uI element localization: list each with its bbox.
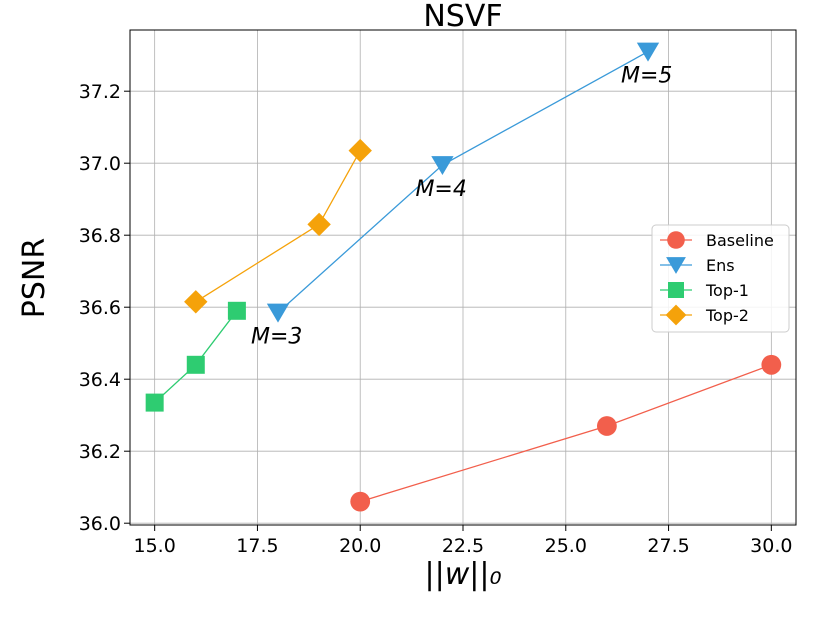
legend-label: Baseline: [706, 231, 774, 250]
data-point-ens: [266, 303, 290, 323]
data-point-ens: [431, 156, 454, 176]
x-tick-label: 22.5: [442, 535, 484, 557]
y-tick-label: 37.2: [79, 81, 121, 103]
legend-entry-top-2: Top-2: [660, 304, 749, 326]
series-line-top-2: [195, 150, 361, 303]
data-point-top-1: [145, 393, 164, 412]
legend-marker: [666, 257, 686, 274]
data-point-top-2: [184, 290, 208, 314]
chart-title: NSVF: [423, 0, 502, 34]
series-baseline: [350, 354, 782, 512]
legend-marker: [667, 231, 685, 249]
y-tick-label: 36.4: [79, 369, 121, 391]
legend-entry-top-1: Top-1: [660, 281, 749, 300]
data-point-baseline: [596, 416, 617, 436]
series-top-1: [145, 301, 246, 412]
y-axis-label: PSNR: [17, 238, 52, 318]
legend-marker: [668, 282, 684, 298]
data-point-baseline: [350, 491, 371, 512]
legend-box: [651, 224, 790, 333]
data-point-top-2: [348, 138, 372, 163]
legend-label: Top-1: [705, 281, 749, 300]
annotation-label: M=5: [621, 64, 672, 89]
data-point-top-1: [227, 301, 246, 320]
y-tick-label: 36.8: [79, 225, 121, 247]
x-tick-label: 30.0: [750, 535, 792, 557]
x-tick-label: 25.0: [545, 535, 587, 557]
x-tick-label: 15.0: [134, 535, 176, 557]
data-point-top-1: [186, 355, 205, 374]
y-tick-label: 36.2: [79, 441, 121, 463]
legend-label: Top-2: [705, 306, 749, 325]
legend-entry-baseline: Baseline: [660, 231, 774, 250]
annotation-label: M=4: [415, 177, 466, 202]
legend-entry-ens: Ens: [660, 256, 735, 275]
y-tick-label: 37.0: [79, 153, 121, 175]
series-layer: M=3 M=4 M=5: [145, 42, 782, 512]
x-tick-label: 20.0: [339, 535, 381, 557]
annotation-label: M=3: [251, 325, 302, 350]
series-ens: [266, 42, 660, 323]
y-tick-label: 36.0: [79, 513, 121, 535]
y-tick-label: 36.6: [79, 297, 121, 319]
legend-label: Ens: [706, 256, 735, 275]
x-tick-label: 17.5: [236, 535, 278, 557]
axes: 15.0 17.5 20.0 22.5 25.0 27.5 30.0 36.0 36.2 36.4…: [79, 81, 793, 557]
data-point-top-2: [307, 212, 331, 237]
x-tick-label: 27.5: [647, 535, 689, 557]
data-point-baseline: [761, 354, 782, 375]
legend-marker: [665, 304, 687, 326]
legend: Baseline Ens Top-1 Top-2: [651, 224, 790, 333]
series-top-2: [184, 138, 372, 314]
data-point-ens: [636, 42, 660, 62]
x-axis-label: ||w||₀: [425, 557, 502, 592]
